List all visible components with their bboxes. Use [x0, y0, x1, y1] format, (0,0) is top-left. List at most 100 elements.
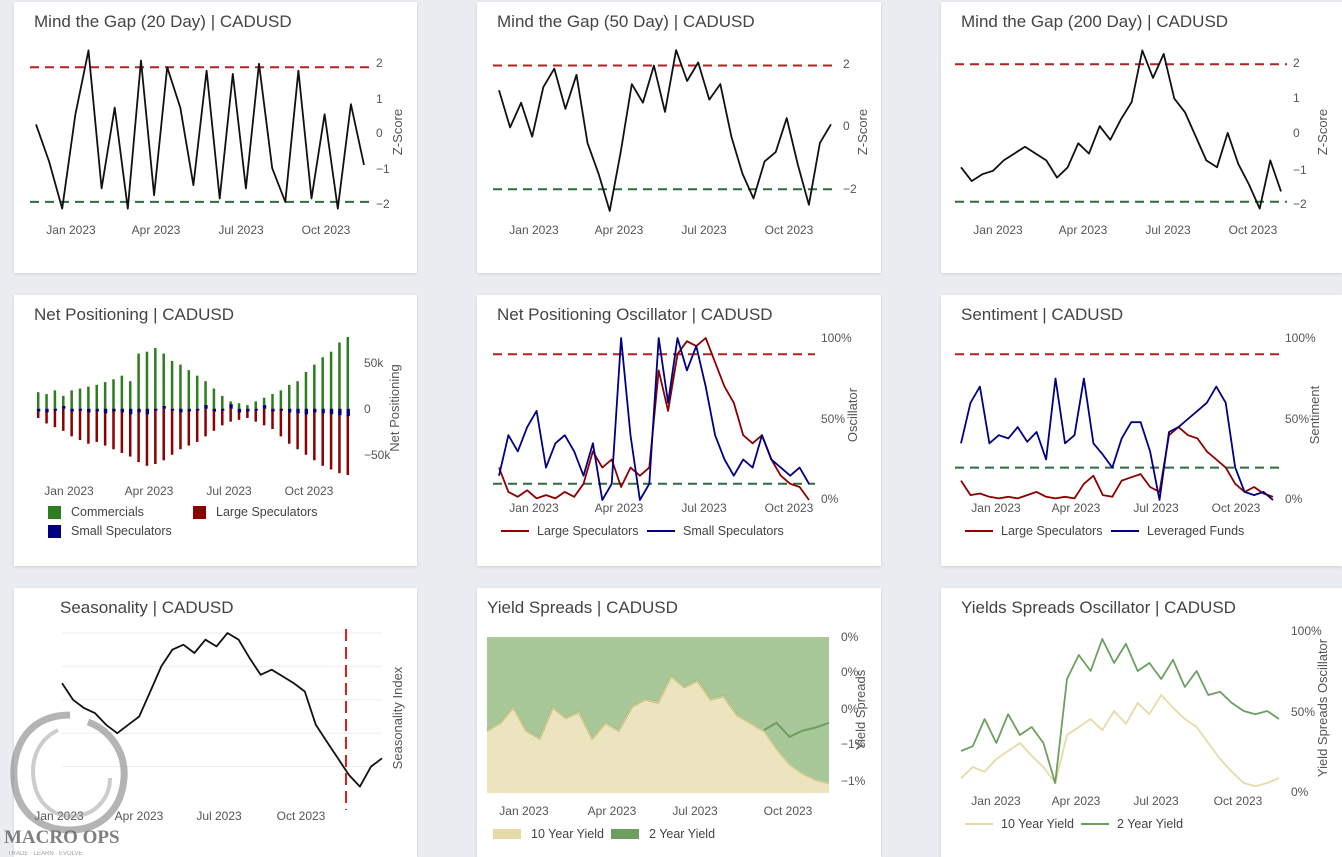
- x-tick-label: Jan 2023: [46, 223, 96, 237]
- bar-small-speculators: [237, 408, 242, 413]
- series-line: [960, 49, 1282, 210]
- bar-large-speculators: [329, 408, 333, 470]
- chart-title: Mind the Gap (50 Day) | CADUSD: [497, 12, 755, 31]
- bar-commercials: [271, 394, 274, 409]
- bar-large-speculators: [179, 408, 182, 450]
- bar-small-speculators: [346, 408, 350, 417]
- y-tick-label: 2: [376, 56, 383, 70]
- bar-commercials: [137, 353, 140, 409]
- bar-small-speculators: [204, 405, 208, 409]
- card-sentiment: Sentiment | CADUSD 100% 50% 0% Jan 2023 Apr …: [941, 295, 1342, 566]
- bar-commercials: [195, 375, 199, 409]
- y-tick-label: 0%: [841, 702, 859, 716]
- x-tick-label: Jul 2023: [681, 223, 727, 237]
- y-tick-label: 50%: [1285, 412, 1309, 426]
- card-net-positioning: Net Positioning | CADUSD 50k 0 −50k Jan 202…: [14, 295, 417, 566]
- bar-commercials: [204, 381, 207, 409]
- chart-title: Yields Spreads Oscillator | CADUSD: [961, 598, 1236, 617]
- bar-commercials: [279, 390, 283, 409]
- macro-ops-logo: MACRO OPS TRADE · LEARN · EVOLVE: [4, 711, 128, 857]
- y-axis-label: Z-Score: [390, 109, 405, 155]
- series-line: [35, 49, 365, 210]
- chart-title: Mind the Gap (200 Day) | CADUSD: [961, 12, 1229, 31]
- y-axis-label: Yield Spreads: [853, 669, 868, 750]
- x-tick-label: Oct 2023: [302, 223, 351, 237]
- area-10-year-yield: [487, 676, 829, 793]
- bar-small-speculators: [78, 408, 83, 411]
- bar-small-speculators: [279, 408, 283, 411]
- x-tick-label: Jan 2023: [509, 501, 559, 515]
- bar-large-speculators: [62, 408, 65, 431]
- legend-swatch: [48, 505, 61, 519]
- legend-item-leveraged-funds[interactable]: Leveraged Funds: [1111, 524, 1244, 538]
- x-tick-label: Jul 2023: [672, 804, 718, 818]
- legend-item-2-year-yield[interactable]: 2 Year Yield: [611, 827, 715, 841]
- legend-item-large-speculators[interactable]: Large Speculators: [965, 524, 1102, 538]
- bar-commercials: [45, 394, 48, 409]
- bar-small-speculators: [262, 405, 267, 409]
- y-tick-label: 50k: [364, 356, 384, 370]
- bar-commercials: [128, 381, 132, 409]
- bar-commercials: [246, 405, 249, 409]
- legend-item-10-year-yield[interactable]: 10 Year Yield: [493, 827, 604, 841]
- y-tick-label: 50%: [1291, 705, 1315, 719]
- x-tick-label: Apr 2023: [1059, 223, 1108, 237]
- y-tick-label: 0%: [821, 492, 839, 506]
- card-yield-spreads: Yield Spreads | CADUSD 0% 0% 0% −1% −1% Jan 2…: [477, 588, 881, 857]
- bar-large-speculators: [70, 408, 73, 437]
- bar-small-speculators: [53, 408, 58, 411]
- bar-small-speculators: [338, 408, 342, 416]
- y-tick-label: −2: [1293, 197, 1307, 211]
- bar-small-speculators: [170, 408, 175, 411]
- bar-large-speculators: [204, 408, 207, 437]
- y-tick-label: −2: [376, 197, 390, 211]
- legend-item-small-speculators[interactable]: Small Speculators: [48, 524, 172, 538]
- bar-large-speculators: [304, 408, 308, 455]
- y-tick-label: 0: [364, 402, 371, 416]
- series-line-10-year-yield: [486, 674, 830, 785]
- y-tick-label: 50%: [821, 412, 845, 426]
- chart-gap-20: 2 1 0 −1 −2 Jan 2023 Apr 2023 Jul 2023 Oct 2023 Z…: [30, 49, 405, 237]
- bar-large-speculators: [246, 408, 249, 418]
- bar-large-speculators: [45, 408, 48, 424]
- legend-item-2-year-yield[interactable]: 2 Year Yield: [1081, 817, 1183, 831]
- legend-line: [965, 823, 993, 825]
- x-tick-label: Apr 2023: [595, 501, 644, 515]
- bar-large-speculators: [95, 408, 99, 442]
- x-tick-label: Oct 2023: [1214, 794, 1263, 808]
- legend-item-commercials[interactable]: Commercials: [48, 505, 144, 519]
- bar-large-speculators: [87, 408, 90, 444]
- bar-small-speculators: [212, 408, 217, 412]
- card-gap-50: Mind the Gap (50 Day) | CADUSD 2 0 −2 Jan 2…: [477, 2, 881, 273]
- x-tick-label: Jan 2023: [973, 223, 1023, 237]
- bar-commercials: [346, 337, 350, 409]
- legend-swatch: [611, 829, 639, 839]
- legend-line: [1081, 823, 1109, 825]
- card-net-positioning-oscillator: Net Positioning Oscillator | CADUSD 100%…: [477, 295, 881, 566]
- bar-small-speculators: [162, 406, 166, 409]
- x-tick-label: Jul 2023: [206, 484, 252, 498]
- x-tick-label: Oct 2023: [764, 804, 813, 818]
- bar-small-speculators: [195, 408, 200, 411]
- bar-large-speculators: [103, 408, 107, 446]
- chart-gap-50: 2 0 −2 Jan 2023 Apr 2023 Jul 2023 Oct 2023 Z-Sc…: [493, 49, 870, 237]
- chart-title: Yield Spreads | CADUSD: [487, 598, 678, 617]
- x-tick-label: Apr 2023: [132, 223, 181, 237]
- legend-item-small-speculators[interactable]: Small Speculators: [647, 524, 784, 538]
- legend-line: [965, 530, 993, 532]
- bar-large-speculators: [313, 408, 316, 461]
- y-tick-label: 100%: [821, 331, 852, 345]
- legend-item-large-speculators[interactable]: Large Speculators: [501, 524, 638, 538]
- bar-large-speculators: [321, 408, 324, 466]
- bar-small-speculators: [296, 408, 300, 414]
- series-line: [960, 694, 1280, 788]
- bar-small-speculators: [70, 408, 74, 412]
- bar-commercials: [338, 342, 341, 409]
- bar-large-speculators: [346, 408, 350, 475]
- bar-commercials: [254, 401, 258, 409]
- legend-line: [1111, 530, 1139, 532]
- legend-item-10-year-yield[interactable]: 10 Year Yield: [965, 817, 1074, 831]
- legend-item-large-speculators[interactable]: Large Speculators: [193, 505, 317, 519]
- bar-commercials: [170, 360, 174, 409]
- card-yield-spreads-oscillator: Yields Spreads Oscillator | CADUSD 100% 5…: [941, 588, 1342, 857]
